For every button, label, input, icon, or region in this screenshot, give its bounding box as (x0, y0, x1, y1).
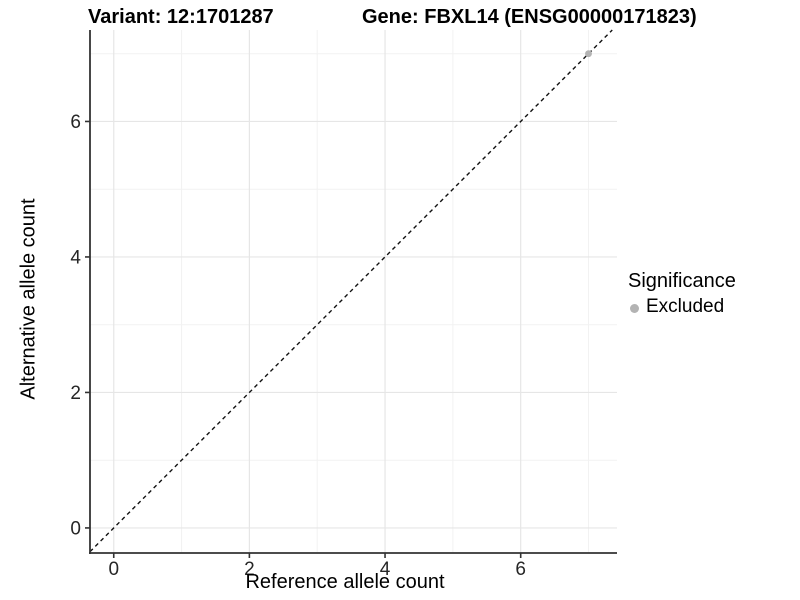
x-axis-title: Reference allele count (245, 571, 445, 593)
legend-point-icon (630, 303, 639, 313)
y-tick-label: 2 (70, 383, 81, 404)
legend-title: Significance (628, 270, 736, 292)
x-tick-label: 2 (244, 559, 255, 580)
data-point (585, 50, 592, 58)
x-tick-label: 4 (380, 559, 391, 580)
y-tick-label: 4 (70, 247, 81, 268)
plot-title-variant: Variant: 12:1701287 (88, 6, 274, 28)
plot-title-gene: Gene: FBXL14 (ENSG00000171823) (362, 6, 697, 28)
y-axis-title: Alternative allele count (17, 198, 40, 400)
y-tick-label: 6 (70, 112, 81, 133)
x-tick-label: 0 (108, 559, 119, 580)
legend: Significance Excluded (628, 270, 736, 318)
legend-item: Excluded (628, 296, 736, 318)
identity-dashed-line (89, 29, 613, 553)
y-tick-label: 0 (70, 518, 81, 539)
x-tick-label: 6 (515, 559, 526, 580)
legend-item-label: Excluded (646, 296, 725, 317)
